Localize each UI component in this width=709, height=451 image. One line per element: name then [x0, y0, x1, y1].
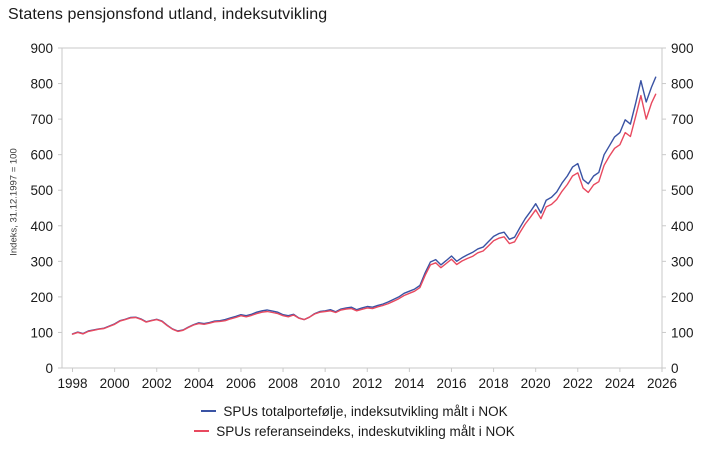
x-axis-tick-label: 2024: [605, 376, 636, 391]
x-axis-tick-label: 2008: [268, 376, 298, 391]
y-axis-tick-label-left: 700: [30, 112, 53, 127]
series-line-portfolio: [71, 76, 657, 335]
plot-frame: [61, 47, 663, 369]
x-axis-tick-label: 2018: [479, 376, 509, 391]
chart-title: Statens pensjonsfond utland, indeksutvik…: [8, 6, 328, 23]
y-axis-tick-label-left: 800: [30, 77, 53, 92]
y-axis-tick-label-right: 300: [671, 254, 694, 269]
legend-label-portfolio: SPUs totalportefølje, indeksutvikling må…: [223, 403, 508, 419]
y-axis-tick-label-right: 400: [671, 219, 694, 234]
legend-item-reference: SPUs referanseindeks, indeskutvikling må…: [194, 421, 515, 441]
y-axis-tick-label-left: 200: [30, 290, 53, 305]
x-axis-tick-label: 2020: [521, 376, 551, 391]
x-axis-tick-label: 2000: [100, 376, 130, 391]
y-axis-title: Indeks, 31.12.1997 = 100: [8, 148, 20, 256]
y-axis-tick-label-right: 0: [671, 361, 679, 376]
y-axis-tick-label-left: 600: [30, 148, 53, 163]
legend-item-portfolio: SPUs totalportefølje, indeksutvikling må…: [201, 401, 508, 421]
y-axis-tick-label-left: 100: [30, 325, 53, 340]
y-axis-tick-label-left: 900: [30, 41, 53, 56]
y-axis-tick-label-left: 400: [30, 219, 53, 234]
x-axis-tick-label: 2002: [142, 376, 172, 391]
series-line-reference: [71, 93, 657, 335]
y-axis-tick-label-right: 700: [671, 112, 694, 127]
portfolio-line-marker: [201, 410, 217, 412]
y-axis-tick-label-right: 800: [671, 77, 694, 92]
y-axis-tick-label-left: 300: [30, 254, 53, 269]
x-axis-tick-label: 1998: [58, 376, 88, 391]
legend-label-reference: SPUs referanseindeks, indeskutvikling må…: [216, 423, 515, 439]
x-axis-tick-label: 2006: [226, 376, 256, 391]
y-axis-tick-label-right: 500: [671, 183, 694, 198]
line-chart: 0 0 100 100 200 200 300 300 400 400 500 500 600 600 70…: [30, 41, 694, 391]
y-axis-tick-label-right: 100: [671, 325, 694, 340]
x-axis-tick-label: 2016: [436, 376, 466, 391]
x-axis-tick-label: 2014: [394, 376, 425, 391]
x-axis-tick-label: 2004: [184, 376, 215, 391]
x-axis-tick-label: 2012: [352, 376, 382, 391]
y-axis-tick-label-right: 900: [671, 41, 694, 56]
chart-legend: SPUs totalportefølje, indeksutvikling må…: [0, 401, 709, 441]
x-axis-tick-label: 2010: [310, 376, 340, 391]
x-axis-tick-label: 2026: [647, 376, 677, 391]
y-axis-tick-label-right: 200: [671, 290, 694, 305]
y-axis-tick-label-right: 600: [671, 148, 694, 163]
y-axis-tick-label-left: 0: [45, 361, 53, 376]
y-axis-tick-label-left: 500: [30, 183, 53, 198]
x-axis-tick-label: 2022: [563, 376, 593, 391]
reference-line-marker: [194, 430, 210, 432]
